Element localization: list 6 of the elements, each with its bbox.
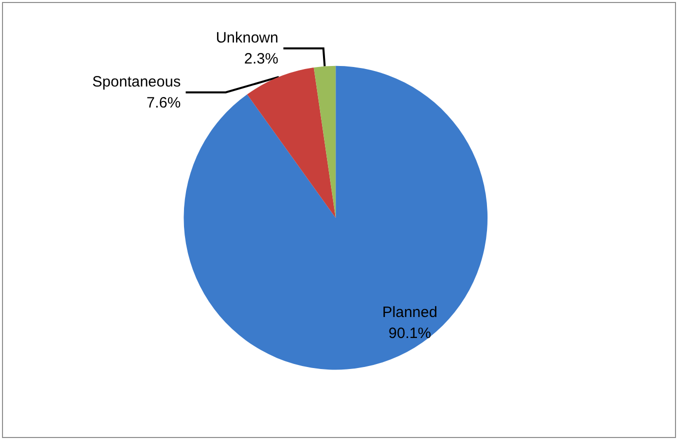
slice-label: Planned xyxy=(382,304,438,321)
data-label: 7.6% xyxy=(146,94,181,112)
data-label: 90.1% xyxy=(388,324,432,342)
slice-label: Unknown xyxy=(216,29,278,46)
slice-label: Spontaneous xyxy=(92,73,181,90)
data-label: 2.3% xyxy=(244,50,278,68)
